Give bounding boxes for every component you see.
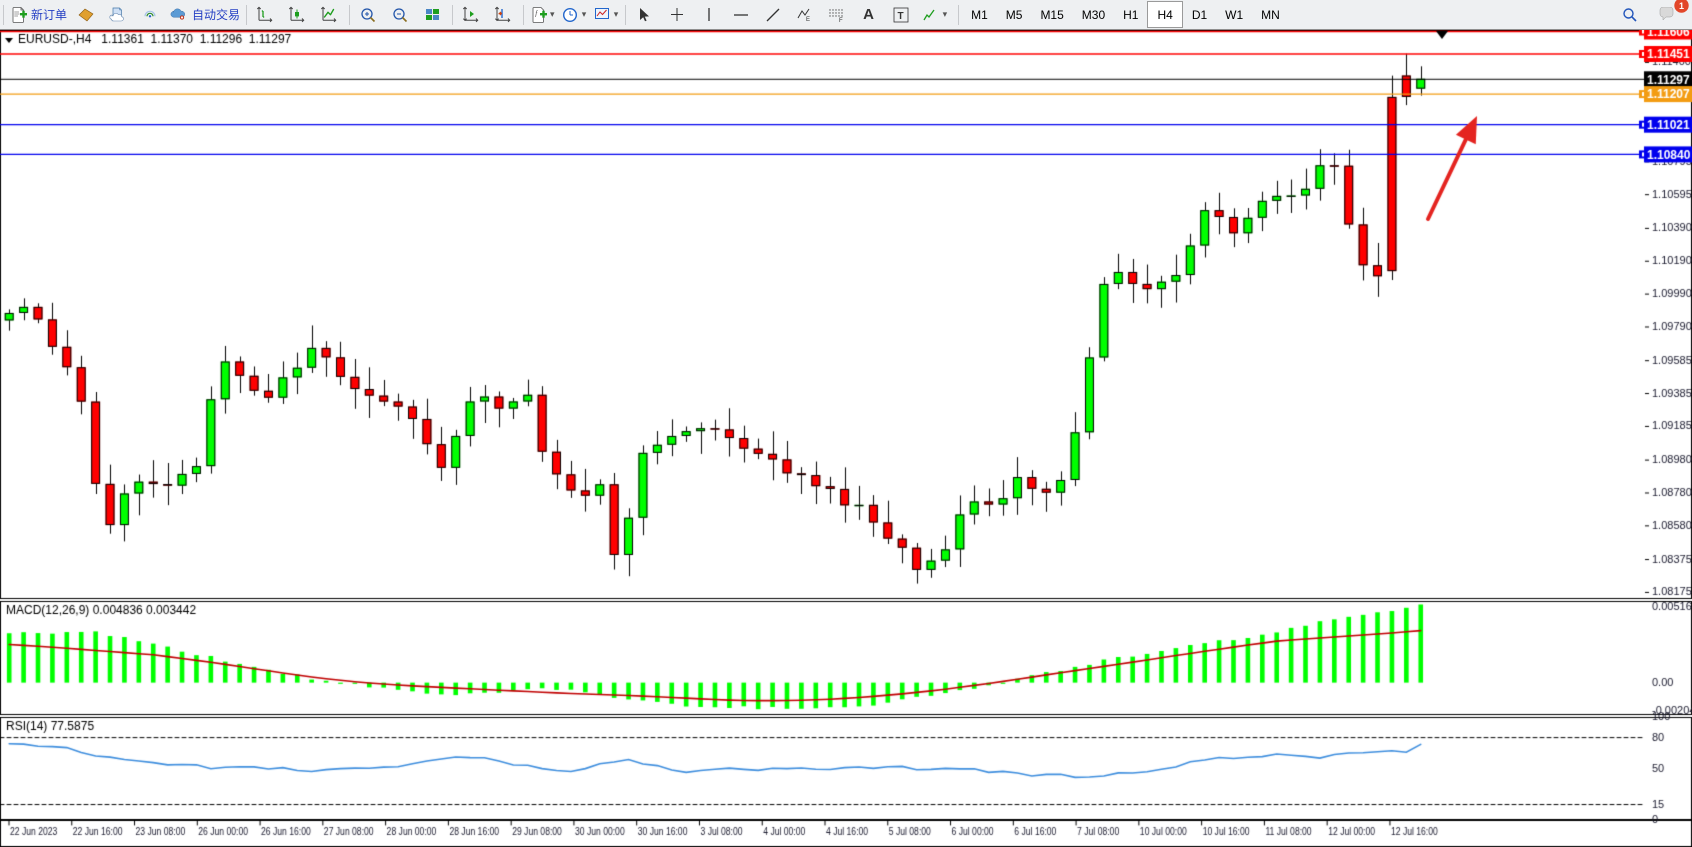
- svg-text:1: 1: [1679, 1, 1684, 11]
- svg-text:E: E: [806, 17, 810, 23]
- svg-text:T: T: [897, 11, 903, 22]
- svg-text:F: F: [839, 18, 843, 24]
